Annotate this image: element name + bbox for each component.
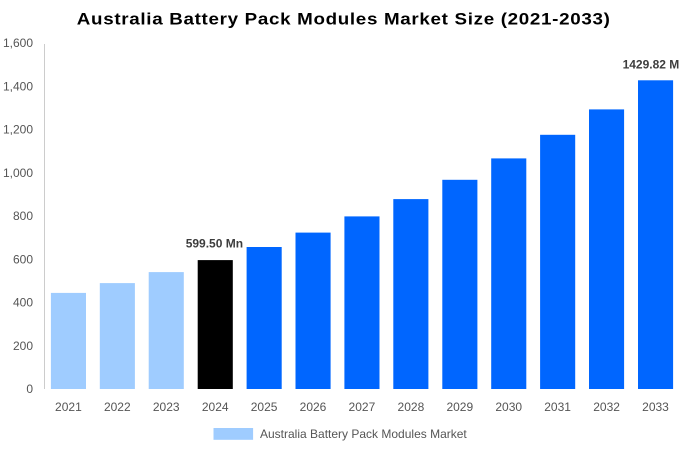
svg-text:2031: 2031 xyxy=(544,400,571,414)
svg-text:2024: 2024 xyxy=(202,400,229,414)
svg-text:2023: 2023 xyxy=(153,400,180,414)
svg-text:600: 600 xyxy=(13,253,33,267)
svg-text:2029: 2029 xyxy=(446,400,473,414)
svg-text:1,000: 1,000 xyxy=(3,166,33,180)
svg-text:Australia Battery Pack Modules: Australia Battery Pack Modules Market Si… xyxy=(77,10,611,29)
svg-text:200: 200 xyxy=(13,339,33,353)
svg-text:1429.82 Mn: 1429.82 Mn xyxy=(623,57,680,71)
svg-text:400: 400 xyxy=(13,296,33,310)
svg-text:800: 800 xyxy=(13,209,33,223)
svg-text:1,200: 1,200 xyxy=(3,123,33,137)
svg-text:2032: 2032 xyxy=(593,400,620,414)
svg-text:1,400: 1,400 xyxy=(3,80,33,94)
svg-text:0: 0 xyxy=(26,382,33,396)
svg-text:Australia Battery Pack Modules: Australia Battery Pack Modules Market xyxy=(260,427,467,441)
svg-text:2028: 2028 xyxy=(398,400,425,414)
svg-text:2027: 2027 xyxy=(349,400,376,414)
svg-text:599.50 Mn: 599.50 Mn xyxy=(186,237,243,251)
svg-text:2021: 2021 xyxy=(55,400,82,414)
svg-text:2025: 2025 xyxy=(251,400,278,414)
svg-text:2033: 2033 xyxy=(642,400,669,414)
svg-text:2026: 2026 xyxy=(300,400,327,414)
svg-text:2022: 2022 xyxy=(104,400,131,414)
svg-text:2030: 2030 xyxy=(495,400,522,414)
svg-text:1,600: 1,600 xyxy=(3,36,33,50)
